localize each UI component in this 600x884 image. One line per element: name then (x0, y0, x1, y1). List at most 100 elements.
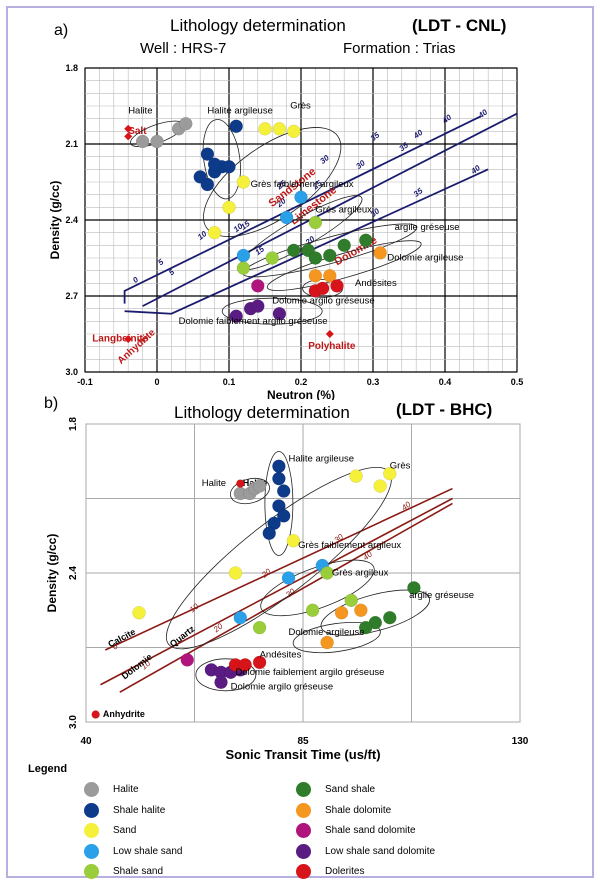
chart-b-point-sand-shale (407, 581, 421, 595)
legend-label: Shale dolomite (325, 805, 392, 816)
chart-a-point-sand (272, 122, 287, 136)
chart-a-point-dolerites (330, 279, 344, 293)
chart-a-point-shale-halite (200, 147, 215, 161)
legend-label: Sand shale (325, 784, 376, 795)
chart-a-group-label: Halite argileuse (207, 106, 272, 117)
chart-b-group-label: Andésites (260, 649, 302, 660)
legend-item: Sand shale (296, 782, 375, 797)
chart-a-mineral-point (325, 330, 334, 338)
chart-a-point-dolerites (315, 281, 330, 296)
chart-a-point-sand-shale (308, 251, 323, 265)
chart-a-y-tick: 3.0 (65, 367, 78, 377)
chart-a-point-sand (258, 122, 272, 136)
chart-a-label-polyhalite: Polyhalite (308, 341, 356, 352)
chart-b-point-dolerites (91, 710, 100, 719)
chart-a-point-low-shale-sand-dolomite (229, 309, 243, 324)
chart-b-group-label: Dolomie argileuse (289, 627, 365, 638)
chart-a-point-shale-halite (207, 157, 222, 172)
chart-a-x-tick: 0.5 (511, 377, 524, 387)
chart-a-line-tick: 5 (167, 267, 176, 277)
chart-b-group-label: Grès faiblement argileux (298, 540, 401, 551)
chart-a-y-tick: 2.1 (65, 139, 78, 149)
chart-a-group-label: Halite (128, 106, 152, 117)
chart-b-x-tick: 85 (297, 736, 309, 747)
chart-a-point-halite (135, 134, 150, 149)
chart-b-x-tick: 130 (512, 736, 529, 747)
legend-item: Shale sand dolomite (296, 823, 416, 838)
chart-b-plot: 40 85 130 1.8 2.4 3.0 Sonic Transit Time (us/f… (45, 417, 529, 762)
legend-label: Dolerites (325, 866, 365, 877)
chart-a-point-low-shale-sand (294, 190, 308, 204)
chart-b-cluster-outline (292, 622, 381, 654)
chart-a-group-label: Grès (290, 101, 311, 112)
legend-label: Halite (113, 784, 139, 795)
chart-b-point-sand-shale (383, 610, 397, 625)
legend-item: Dolerites (296, 864, 364, 879)
chart-a-point-sand-shale (323, 248, 337, 263)
chart-a-group-label: Grès faiblement argileux (251, 179, 354, 190)
chart-a-group-label: Andésites (355, 278, 397, 289)
chart-a-mineral-point (124, 335, 133, 344)
chart-a-well: Well : HRS-7 (140, 40, 227, 57)
chart-b-ylabel: Density (g/cc) (45, 534, 59, 613)
chart-b-point-shale-dolomite (320, 635, 334, 650)
chart-a-point-shale-sand-dolomite (251, 279, 265, 293)
chart-a-point-sand-shale (287, 243, 301, 258)
chart-a-point-shale-halite (229, 119, 243, 134)
chart-a-group-label: argile gréseuse (395, 222, 460, 233)
chart-b-label-anhydrite: Anhydrite (103, 709, 145, 719)
chart-a-group-label: Dolomie argilo gréseuse (272, 296, 374, 307)
chart-a-label-salt: Salt (128, 126, 147, 137)
chart-a-group-label: Dolomie argileuse (387, 253, 463, 264)
chart-a-point-low-shale-sand (236, 248, 251, 263)
chart-a-reference-line-sandstone (123, 115, 482, 304)
chart-a-cluster-outline (203, 127, 342, 237)
legend-swatch (84, 782, 99, 797)
legend-swatch (296, 803, 311, 818)
legend-label: Shale sand (113, 866, 164, 877)
chart-a-group-label: Dolomie faiblement argilo gréseuse (179, 316, 328, 327)
legend-item: Low shale sand dolomite (296, 844, 435, 859)
chart-b-group-label: Grès (390, 461, 411, 472)
legend-swatch (296, 844, 311, 859)
chart-b-group-label: Grès argileux (332, 567, 389, 578)
chart-a-cluster-outline (221, 297, 323, 325)
chart-b-point-dolerites (238, 658, 252, 672)
chart-a-point-halite (150, 134, 164, 149)
chart-a-label-langbeinite: Langbeinite (92, 334, 149, 345)
chart-b-point-sand (286, 533, 301, 548)
chart-b-point-sand (132, 605, 146, 620)
legend-item: Halite (84, 782, 139, 797)
chart-a-point-shale-dolomite (373, 246, 387, 260)
chart-a-title: Lithology determination (170, 16, 346, 35)
chart-b-x-tick: 40 (80, 736, 92, 747)
chart-b-point-shale-sand-dolomite (180, 653, 195, 667)
chart-b-reference-line (100, 497, 453, 686)
chart-a-point-sand (287, 124, 301, 139)
chart-a-mineral-point (124, 132, 133, 141)
chart-b-cluster-outline (229, 477, 270, 505)
chart-b-title: Lithology determination (174, 403, 350, 422)
legend-item: Shale sand (84, 864, 163, 879)
chart-a-point-sand-shale (337, 238, 351, 253)
chart-a-cluster-outline (266, 240, 422, 291)
chart-a-point-shale-sand (265, 251, 279, 265)
chart-a-point-shale-halite (222, 160, 236, 174)
chart-b-point-shale-dolomite (354, 603, 368, 617)
legend-item: Sand (84, 823, 136, 838)
legend-label: Low shale sand (113, 846, 183, 857)
chart-b-point-dolerites (236, 479, 245, 488)
legend-swatch (84, 844, 99, 859)
chart-a-y-tick: 2.4 (65, 215, 78, 225)
chart-a-point-sand (222, 200, 236, 215)
chart-a-point-low-shale-sand-dolomite (251, 299, 265, 313)
legend-item: Shale halite (84, 803, 165, 818)
chart-b-point-sand (228, 566, 243, 580)
chart-a-x-tick: 0.1 (223, 377, 236, 387)
panel-a-label: a) (54, 22, 69, 39)
legend-title: Legend (28, 763, 68, 775)
chart-a-ylabel: Density (g/cc) (48, 181, 62, 260)
chart-a-x-tick: -0.1 (77, 377, 93, 387)
chart-a-formation: Formation : Trias (343, 40, 456, 57)
chart-a-x-tick: 0 (154, 377, 159, 387)
